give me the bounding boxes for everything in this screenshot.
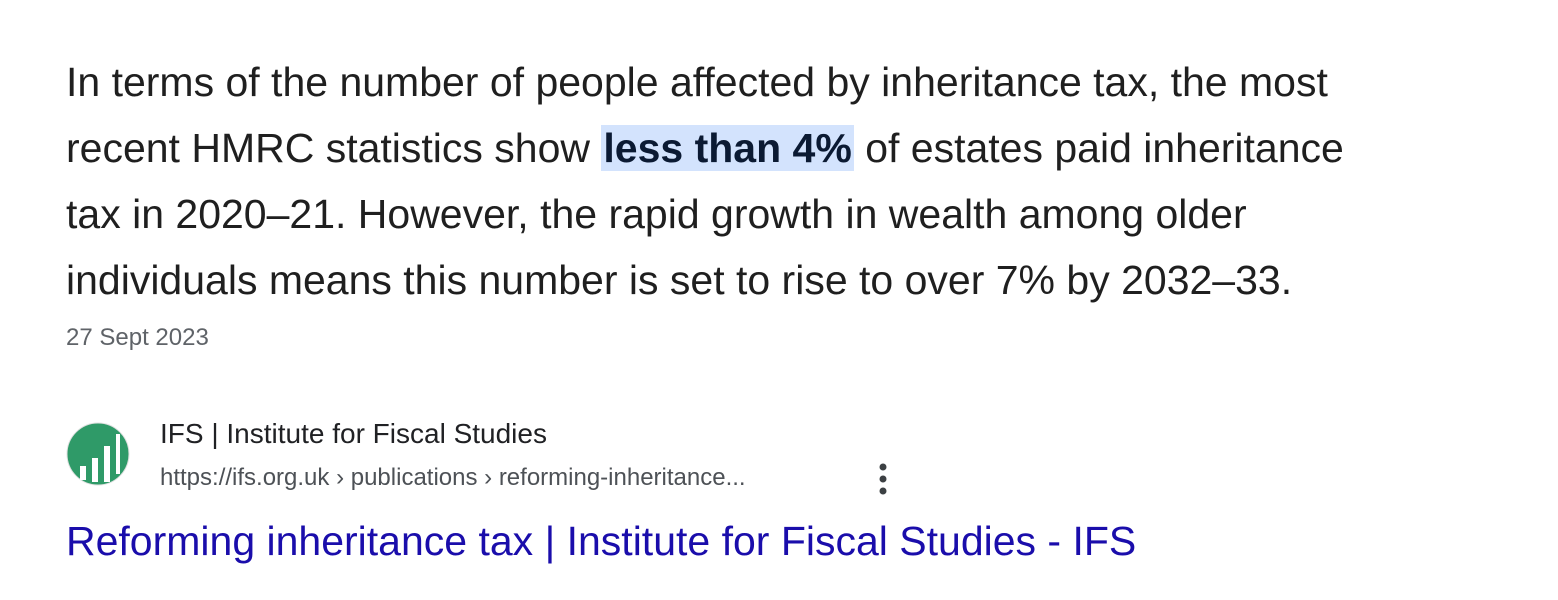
site-name[interactable]: IFS | Institute for Fiscal Studies — [160, 418, 547, 449]
site-url[interactable]: https://ifs.org.uk › publications › refo… — [160, 464, 746, 491]
snippet-text: of estates paid inheritance — [853, 125, 1344, 171]
snippet-line: tax in 2020–21. However, the rapid growt… — [66, 191, 1247, 237]
more-options-button[interactable] — [870, 460, 896, 498]
snippet-highlight: less than 4% — [601, 125, 854, 171]
result-title-link[interactable]: Reforming inheritance tax | Institute fo… — [66, 518, 1137, 564]
snippet-line: recent HMRC statistics show less than 4%… — [66, 115, 1344, 181]
snippet-line: individuals means this number is set to … — [66, 257, 1293, 303]
snippet-text: recent HMRC statistics show — [66, 125, 602, 171]
site-favicon[interactable] — [66, 422, 130, 486]
snippet-line: In terms of the number of people affecte… — [66, 59, 1328, 105]
snippet-date: 27 Sept 2023 — [66, 324, 209, 351]
